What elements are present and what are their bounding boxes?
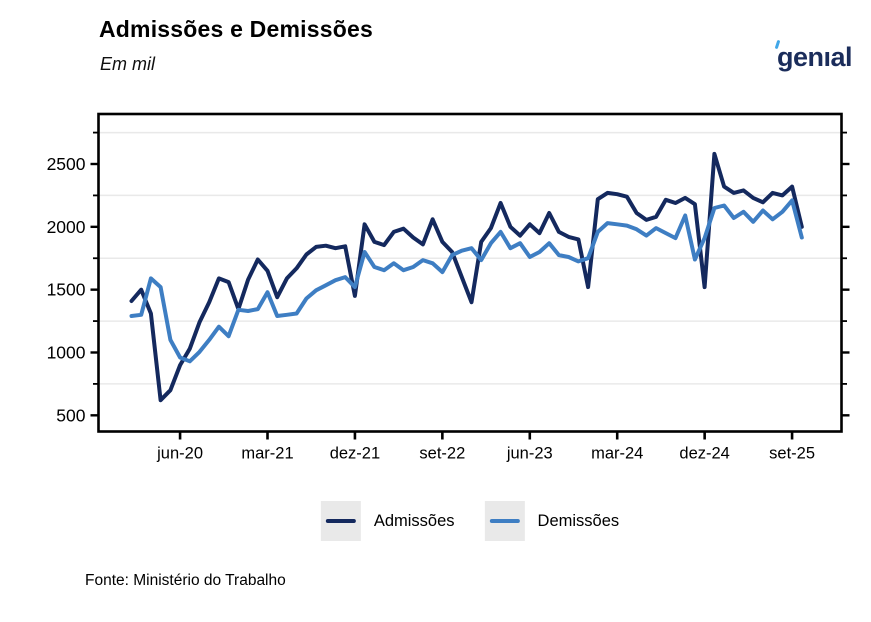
y-axis-tick-label: 2000 xyxy=(47,217,86,237)
y-axis-tick-label: 1500 xyxy=(47,280,86,300)
x-axis-tick-label: jun-23 xyxy=(506,445,553,463)
demissoes-line-swatch-icon xyxy=(489,518,520,524)
admissoes-line-swatch-icon xyxy=(325,518,356,524)
x-axis-tick-label: set-25 xyxy=(769,445,815,463)
legend-label-demissoes: Demissões xyxy=(537,511,620,530)
legend-key-admissoes xyxy=(320,501,361,541)
x-axis-tick-label: dez-24 xyxy=(679,445,729,463)
x-axis-tick-label: mar-21 xyxy=(241,445,293,463)
chart-legend: Admissões Demissões xyxy=(320,501,620,541)
y-axis-tick-label: 1000 xyxy=(47,342,86,362)
legend-item-admissoes: Admissões xyxy=(320,501,455,541)
series-line-admissoes xyxy=(129,151,804,403)
y-axis-tick-label: 500 xyxy=(56,405,85,425)
x-axis-tick-label: jun-20 xyxy=(156,445,203,463)
chart-title: Admissões e Demissões xyxy=(99,16,373,42)
x-axis-tick-label: set-22 xyxy=(419,445,465,463)
legend-key-demissoes xyxy=(484,501,525,541)
series-line-demissoes xyxy=(129,198,804,364)
legend-item-demissoes: Demissões xyxy=(484,501,620,541)
genial-logo: genıal xyxy=(752,39,853,72)
source-note: Fonte: Ministério do Trabalho xyxy=(85,572,286,589)
x-axis-tick-label: dez-21 xyxy=(330,445,380,463)
genial-logo-text: genıal xyxy=(776,42,853,72)
legend-label-admissoes: Admissões xyxy=(373,511,455,530)
plot-border xyxy=(97,112,843,433)
y-axis-tick-label: 2500 xyxy=(47,154,86,174)
x-axis-tick-label: mar-24 xyxy=(591,445,643,463)
chart-subtitle: Em mil xyxy=(100,54,155,74)
